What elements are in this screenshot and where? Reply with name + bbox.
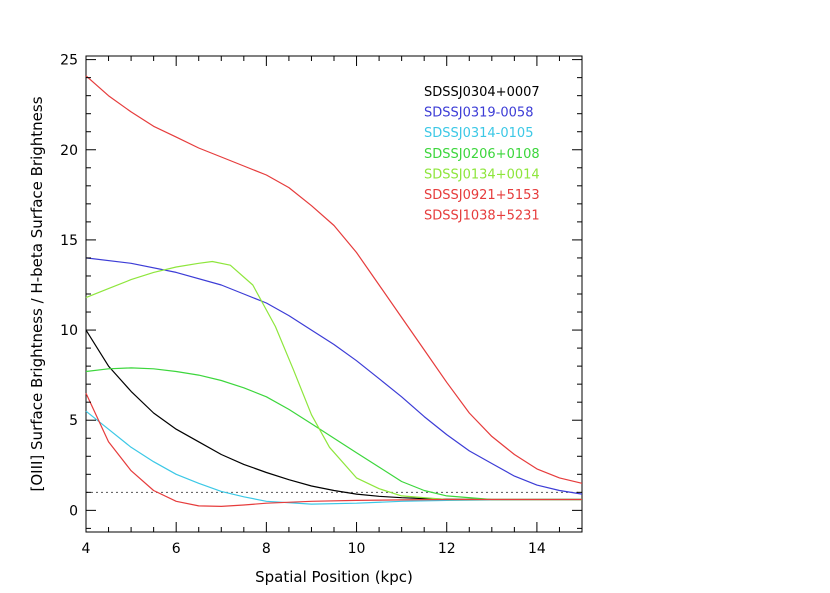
x-tick-label: 4	[82, 541, 91, 557]
y-axis-label: [OIII] Surface Brightness / H-beta Surfa…	[28, 96, 46, 491]
y-tick-label: 15	[60, 233, 78, 249]
y-tick-label: 25	[60, 53, 78, 69]
y-tick-label: 0	[69, 503, 78, 519]
legend-entry: SDSSJ0206+0108	[424, 147, 540, 162]
x-tick-label: 10	[348, 541, 366, 557]
series-line-sdssj0314-0105	[85, 410, 582, 505]
x-tick-label: 12	[438, 541, 456, 557]
series-line-sdssj1038+5231	[85, 75, 583, 484]
series-line-sdssj0921+5153	[85, 392, 582, 507]
y-tick-label: 5	[69, 413, 78, 429]
legend-entry: SDSSJ1038+5231	[424, 209, 540, 224]
legend-entry: SDSSJ0314-0105	[424, 126, 533, 141]
tick-layer: 4 6 8 10 12 14 0 5 10 15 20 25	[60, 53, 583, 557]
series-line-sdssj0304+0007	[85, 329, 582, 501]
series-layer	[85, 75, 583, 507]
x-axis-label: Spatial Position (kpc)	[255, 568, 413, 586]
x-tick-label: 8	[262, 541, 271, 557]
legend-entry: SDSSJ0921+5153	[424, 188, 540, 203]
y-tick-label: 10	[60, 323, 78, 339]
legend-entry: SDSSJ0304+0007	[424, 85, 540, 100]
legend-entry: SDSSJ0134+0014	[424, 167, 540, 182]
legend-entry: SDSSJ0319-0058	[424, 106, 533, 121]
series-line-sdssj0134+0014	[85, 260, 582, 501]
x-tick-label: 6	[172, 541, 181, 557]
y-tick-label: 20	[60, 143, 78, 159]
series-line-sdssj0206+0108	[85, 367, 582, 501]
x-tick-label: 14	[528, 541, 546, 557]
legend: SDSSJ0304+0007 SDSSJ0319-0058 SDSSJ0314-01…	[424, 85, 540, 224]
series-line-sdssj0319-0058	[85, 257, 583, 495]
